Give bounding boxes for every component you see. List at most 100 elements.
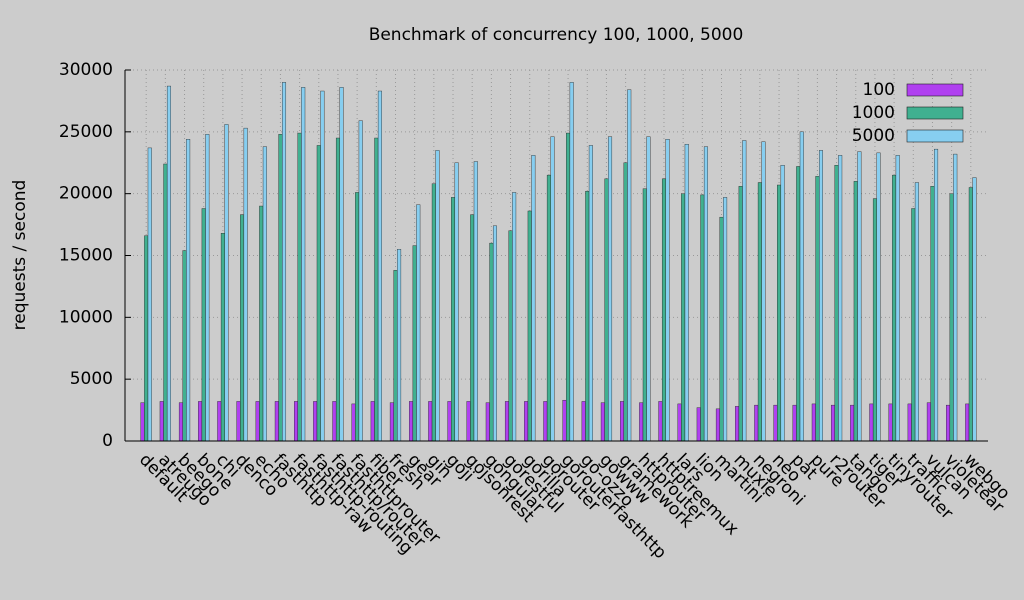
bar (972, 177, 977, 442)
bar (377, 90, 382, 442)
bar (301, 87, 306, 442)
bar (201, 208, 206, 442)
bar (850, 404, 855, 442)
bar (224, 124, 229, 442)
bar (872, 198, 877, 442)
legend-label: 5000 (852, 126, 895, 146)
bar (447, 401, 452, 442)
bar (819, 150, 824, 442)
bar (838, 155, 843, 442)
bar (639, 402, 644, 442)
y-tick-label: 25000 (59, 122, 113, 142)
bar (374, 137, 379, 442)
bar (320, 90, 325, 442)
bar (811, 403, 816, 442)
bar (259, 205, 264, 442)
bar (255, 401, 260, 442)
bar (620, 401, 625, 442)
bar (454, 162, 459, 442)
bar (274, 401, 279, 442)
bar (742, 140, 747, 442)
bar (504, 401, 509, 442)
y-tick-label: 10000 (59, 307, 113, 327)
bar (892, 174, 897, 442)
bar (677, 403, 682, 442)
bar (703, 146, 708, 442)
bar (569, 82, 574, 442)
bar (719, 216, 724, 442)
bar (684, 143, 689, 442)
bar (562, 399, 567, 442)
bar (581, 401, 586, 442)
bar (754, 404, 759, 442)
y-tick-label: 0 (102, 431, 113, 451)
bar (278, 134, 283, 442)
bar (715, 408, 720, 442)
bar (930, 186, 935, 442)
bar (527, 210, 532, 442)
bar (243, 127, 248, 442)
bar (953, 153, 958, 442)
bar (220, 233, 225, 442)
bar (946, 404, 951, 442)
bar (166, 85, 171, 442)
bar (358, 120, 363, 442)
y-tick-label: 30000 (59, 60, 113, 80)
bar (696, 407, 701, 442)
bar (451, 197, 456, 442)
bar (608, 136, 613, 442)
bar (738, 186, 743, 442)
bar (546, 174, 551, 442)
bar (700, 194, 705, 442)
bar (393, 270, 398, 442)
bar (339, 87, 344, 442)
y-tick-label: 20000 (59, 184, 113, 204)
bar (853, 181, 858, 442)
bar (332, 401, 337, 442)
y-axis-label: requests / second (10, 180, 30, 331)
bar (294, 401, 299, 442)
bar (147, 147, 152, 442)
bar (236, 401, 241, 442)
bar (604, 178, 609, 442)
bar (313, 401, 318, 442)
bar (524, 401, 529, 442)
bar (658, 401, 663, 442)
bar (370, 401, 375, 442)
bar (907, 403, 912, 442)
bar (297, 132, 302, 442)
bar (473, 161, 478, 442)
bar (198, 401, 203, 442)
bar (857, 151, 862, 442)
legend-swatch (906, 83, 964, 97)
bar (512, 192, 517, 442)
bar (431, 183, 436, 442)
bar (773, 404, 778, 442)
bar (282, 82, 287, 442)
bar (681, 193, 686, 442)
bar (934, 148, 939, 442)
bar (968, 187, 973, 442)
bar (412, 245, 417, 442)
bar (355, 192, 360, 442)
bar (566, 132, 571, 442)
bar (543, 401, 548, 442)
legend-swatch (906, 106, 964, 120)
bar (428, 401, 433, 442)
bar (316, 145, 321, 442)
bar (796, 166, 801, 442)
bar (723, 197, 728, 442)
bar (435, 150, 440, 442)
bar (965, 403, 970, 442)
legend-swatch (906, 129, 964, 143)
bar (140, 402, 145, 442)
bar (409, 401, 414, 442)
bar (163, 163, 168, 442)
bar (888, 403, 893, 442)
bar (335, 137, 340, 442)
chart-title: Benchmark of concurrency 100, 1000, 5000 (369, 25, 744, 45)
bar (815, 176, 820, 442)
bar (799, 131, 804, 442)
bar (470, 214, 475, 442)
bar (144, 235, 149, 442)
